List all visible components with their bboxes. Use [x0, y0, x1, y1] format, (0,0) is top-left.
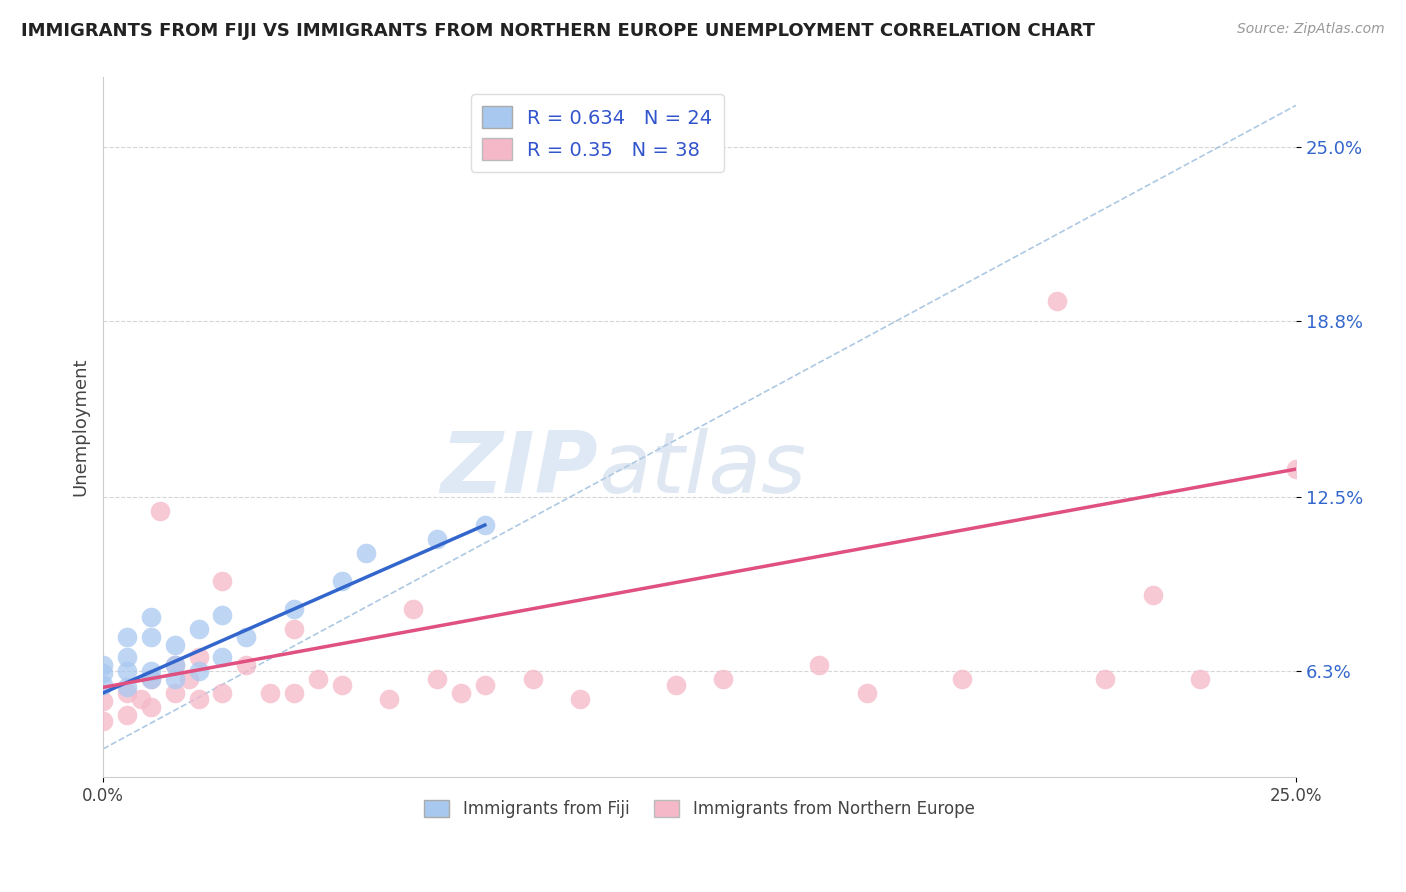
Point: [187, 622, 209, 636]
Point: [307, 672, 329, 686]
Point: [139, 672, 162, 686]
Point: [1142, 588, 1164, 602]
Point: [1094, 672, 1116, 686]
Point: [950, 672, 973, 686]
Point: [211, 607, 233, 622]
Point: [211, 686, 233, 700]
Point: [91, 666, 114, 681]
Point: [1046, 294, 1069, 309]
Point: [235, 657, 257, 672]
Point: [163, 639, 186, 653]
Point: [139, 700, 162, 714]
Text: Source: ZipAtlas.com: Source: ZipAtlas.com: [1237, 22, 1385, 37]
Point: [163, 657, 186, 672]
Point: [211, 649, 233, 664]
Point: [91, 677, 114, 691]
Text: IMMIGRANTS FROM FIJI VS IMMIGRANTS FROM NORTHERN EUROPE UNEMPLOYMENT CORRELATION: IMMIGRANTS FROM FIJI VS IMMIGRANTS FROM …: [21, 22, 1095, 40]
Point: [139, 630, 162, 644]
Point: [426, 532, 449, 546]
Point: [115, 686, 138, 700]
Point: [426, 672, 449, 686]
Point: [187, 691, 209, 706]
Point: [149, 504, 172, 518]
Point: [283, 622, 305, 636]
Point: [1189, 672, 1212, 686]
Legend: Immigrants from Fiji, Immigrants from Northern Europe: Immigrants from Fiji, Immigrants from No…: [418, 793, 981, 824]
Point: [91, 714, 114, 728]
Point: [569, 691, 592, 706]
Text: ZIP: ZIP: [440, 427, 598, 510]
Point: [283, 602, 305, 616]
Text: atlas: atlas: [598, 427, 806, 510]
Point: [211, 574, 233, 588]
Point: [187, 649, 209, 664]
Point: [139, 672, 162, 686]
Point: [177, 672, 200, 686]
Point: [235, 630, 257, 644]
Point: [163, 672, 186, 686]
Point: [115, 630, 138, 644]
Point: [474, 677, 496, 691]
Point: [807, 657, 830, 672]
Point: [474, 518, 496, 533]
Point: [522, 672, 544, 686]
Point: [1285, 462, 1308, 476]
Point: [354, 546, 377, 560]
Y-axis label: Unemployment: Unemployment: [72, 358, 89, 497]
Point: [450, 686, 472, 700]
Point: [91, 657, 114, 672]
Point: [402, 602, 425, 616]
Point: [115, 664, 138, 678]
Point: [330, 574, 353, 588]
Point: [139, 610, 162, 624]
Point: [129, 691, 152, 706]
Point: [139, 664, 162, 678]
Point: [711, 672, 734, 686]
Point: [163, 686, 186, 700]
Point: [187, 664, 209, 678]
Point: [163, 657, 186, 672]
Point: [259, 686, 281, 700]
Point: [665, 677, 688, 691]
Point: [330, 677, 353, 691]
Point: [91, 694, 114, 708]
Point: [378, 691, 401, 706]
Point: [115, 649, 138, 664]
Point: [283, 686, 305, 700]
Point: [115, 708, 138, 723]
Point: [855, 686, 877, 700]
Point: [115, 681, 138, 695]
